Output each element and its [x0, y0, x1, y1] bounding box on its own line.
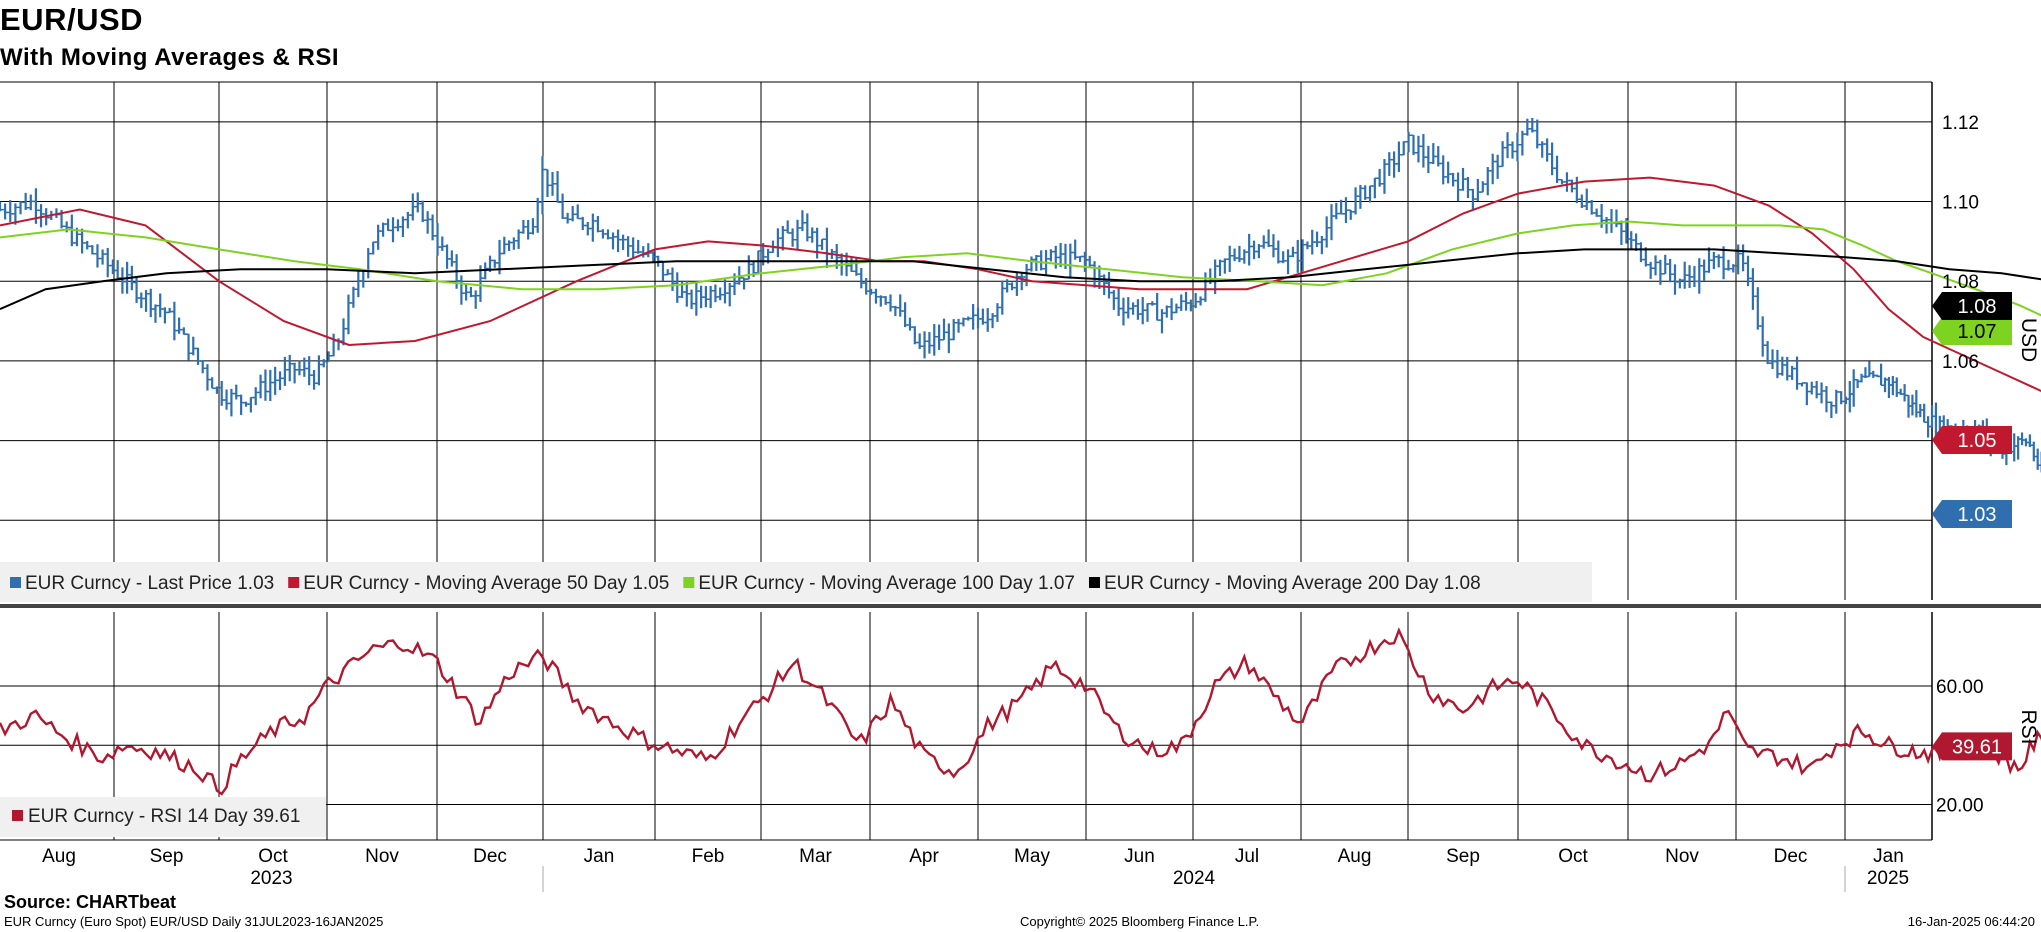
footer-right: 16-Jan-2025 06:44:20: [1907, 914, 2035, 929]
price-axis-title: USD: [2017, 318, 2040, 362]
rsi-value-label: 39.61: [1952, 736, 2002, 758]
month-label-11: Jul: [1235, 846, 1259, 867]
moving-average-lines: [0, 176, 2041, 393]
ma200-legend-swatch: [1088, 577, 1100, 588]
price-value-tag: [1932, 500, 2012, 528]
ma50-legend-label: EUR Curncy - Moving Average 50 Day 1.05: [303, 573, 669, 594]
price-axis: 1.021.041.061.081.101.12USD1.031.051.071…: [1932, 113, 2040, 532]
rsi-value-tag: [1932, 732, 2012, 761]
year-label-2: 2025: [1867, 868, 1909, 889]
month-label-3: Nov: [365, 846, 399, 867]
ma50-value-tag: [1932, 426, 2012, 454]
price-legend: EUR Curncy - Last Price 1.03 EUR Curncy -…: [0, 562, 2041, 608]
rsi-legend: EUR Curncy - RSI 14 Day 39.61: [0, 797, 326, 837]
price-tick-label-5: 1.12: [1942, 113, 1979, 134]
month-label-16: Dec: [1774, 846, 1808, 867]
price-legend-label: EUR Curncy - Last Price 1.03: [25, 573, 274, 594]
footer-source: Source: CHARTbeat: [4, 892, 177, 912]
month-label-12: Aug: [1338, 846, 1372, 867]
panel-separator: [0, 604, 2041, 608]
month-label-0: Aug: [42, 846, 76, 867]
ma100-legend-label: EUR Curncy - Moving Average 100 Day 1.07: [698, 573, 1075, 594]
ma200-line: [0, 248, 2041, 311]
ma100-line: [0, 220, 2041, 317]
ma100-value-label: 1.07: [1958, 321, 1997, 343]
ma100-legend-swatch: [683, 577, 695, 588]
month-label-14: Oct: [1558, 846, 1588, 867]
price-tick-label-3: 1.08: [1942, 272, 1979, 293]
month-label-4: Dec: [473, 846, 507, 867]
month-label-13: Sep: [1446, 846, 1480, 867]
chart-title: EUR/USD: [0, 2, 144, 37]
ma50-legend-swatch: [288, 577, 300, 588]
ma200-value-tag: [1932, 292, 2012, 320]
ma50-value-label: 1.05: [1958, 430, 1997, 452]
footer-left: EUR Curncy (Euro Spot) EUR/USD Daily 31J…: [4, 914, 384, 929]
rsi-line-group: [0, 627, 2041, 796]
month-label-5: Jan: [584, 846, 615, 867]
month-label-7: Mar: [799, 846, 832, 867]
rsi-legend-swatch: [12, 810, 23, 821]
rsi-tick-label-2: 60.00: [1936, 677, 1984, 698]
month-label-15: Nov: [1665, 846, 1699, 867]
month-label-9: May: [1014, 846, 1050, 867]
price-tick-label-4: 1.10: [1942, 193, 1979, 214]
footer-center: Copyright© 2025 Bloomberg Finance L.P.: [1020, 914, 1260, 929]
month-label-10: Jun: [1124, 846, 1155, 867]
month-label-17: Jan: [1873, 846, 1904, 867]
ma50-line: [0, 176, 2041, 393]
month-label-1: Sep: [150, 846, 184, 867]
month-label-2: Oct: [258, 846, 288, 867]
price-tick-label-2: 1.06: [1942, 352, 1979, 373]
rsi-tick-label-0: 20.00: [1936, 795, 1984, 816]
ma100-value-tag: [1932, 317, 2012, 345]
price-grid: [0, 81, 1933, 600]
month-label-6: Feb: [692, 846, 725, 867]
price-legend-box: [0, 562, 1592, 602]
x-axis: Aug Sep Oct Nov Dec Jan Feb Mar Apr May Jun Jul Aug S…: [0, 839, 1932, 892]
month-label-8: Apr: [909, 846, 939, 867]
ma200-value-label: 1.08: [1958, 296, 1997, 318]
ma200-legend-label: EUR Curncy - Moving Average 200 Day 1.08: [1104, 573, 1481, 594]
rsi-line: [0, 627, 2041, 796]
rsi-legend-box: [0, 797, 326, 837]
price-bars: [0, 118, 2041, 473]
rsi-grid: [0, 612, 1933, 840]
price-value-label: 1.03: [1958, 504, 1997, 526]
rsi-legend-label: EUR Curncy - RSI 14 Day 39.61: [28, 806, 300, 827]
year-label-1: 2024: [1173, 868, 1216, 889]
chart-subtitle: With Moving Averages & RSI: [0, 44, 340, 71]
year-label-0: 2023: [250, 868, 292, 889]
rsi-axis-title: RSI: [2017, 709, 2040, 744]
price-legend-swatch: [10, 577, 21, 588]
